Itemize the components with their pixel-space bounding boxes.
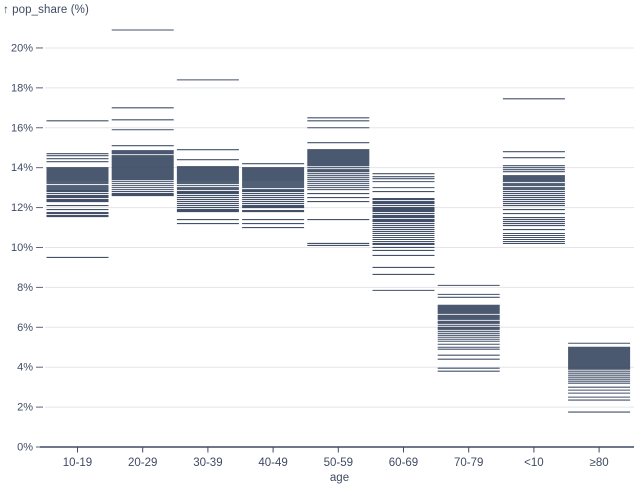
x-axis-tick-label: 30-39 <box>193 457 222 469</box>
y-axis-tick-label: 10% <box>11 242 33 254</box>
x-axis-tick-label: ≥80 <box>590 457 609 469</box>
y-axis-tick-label: 20% <box>11 42 33 54</box>
y-axis-tick-label: 2% <box>17 402 33 414</box>
x-axis-tick-label: 70-79 <box>454 457 483 469</box>
y-axis-tick-label: 0% <box>17 442 33 454</box>
x-axis-tick-label: 50-59 <box>324 457 353 469</box>
x-axis-title: age <box>330 472 349 484</box>
x-axis-tick-label: <10 <box>524 457 544 469</box>
x-axis-tick-label: 20-29 <box>128 457 157 469</box>
y-axis-tick-label: 6% <box>17 322 33 334</box>
y-axis-tick-label: 14% <box>11 162 33 174</box>
y-axis-title: ↑ pop_share (%) <box>3 4 89 16</box>
y-axis-tick-label: 12% <box>11 202 33 214</box>
x-axis-tick-label: 40-49 <box>258 457 287 469</box>
x-axis-tick-label: 60-69 <box>389 457 418 469</box>
y-axis-tick-label: 16% <box>11 122 33 134</box>
x-axis-tick-label: 10-19 <box>63 457 92 469</box>
y-axis-tick-label: 18% <box>11 82 33 94</box>
y-axis-tick-label: 8% <box>17 282 33 294</box>
y-axis-tick-label: 4% <box>17 362 33 374</box>
